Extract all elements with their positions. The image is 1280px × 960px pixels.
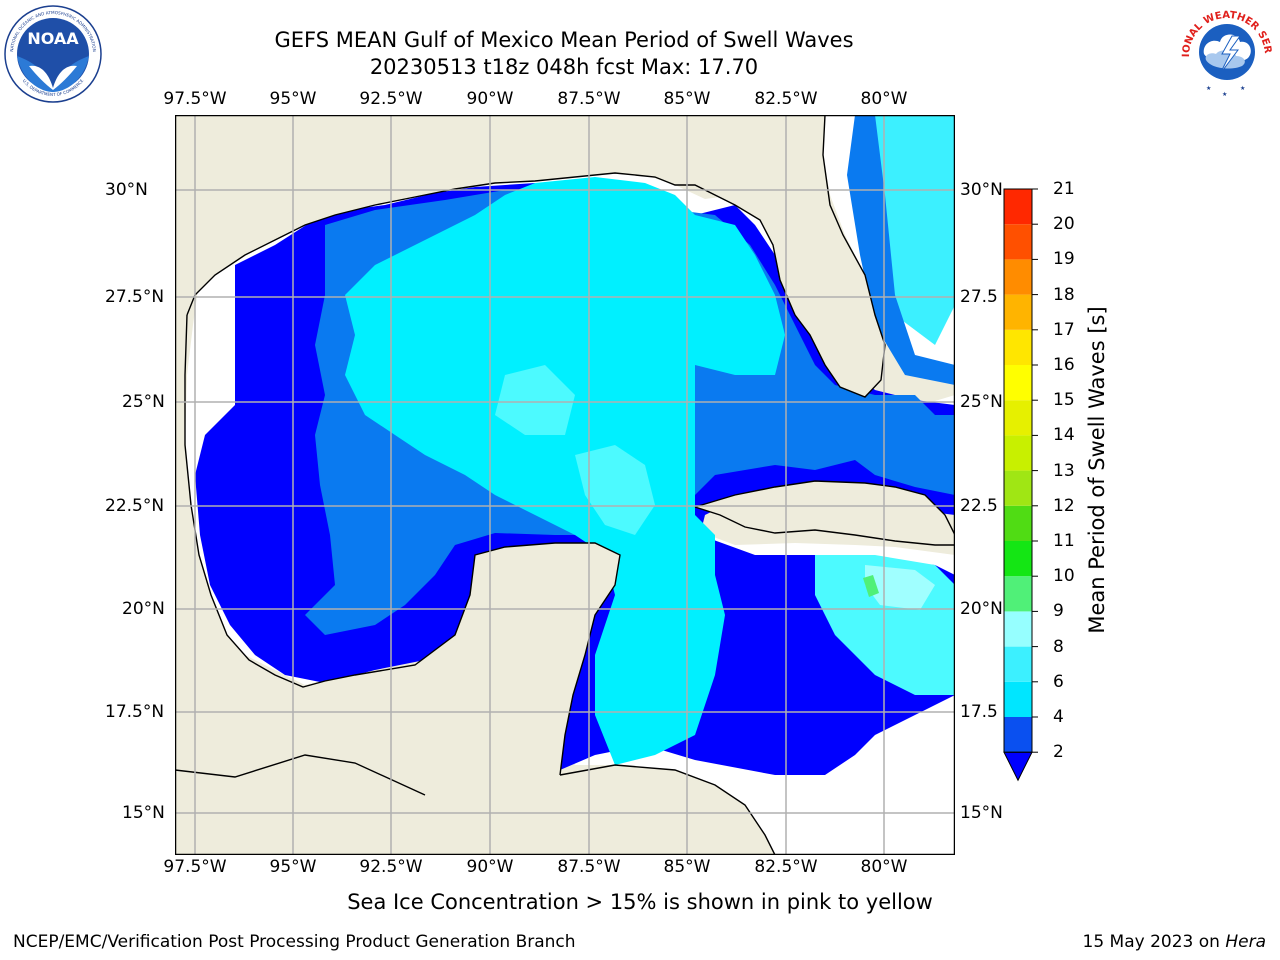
svg-text:★: ★ bbox=[1240, 85, 1245, 92]
lon-tick-bottom: 85°W bbox=[663, 857, 711, 877]
lon-tick-top: 92.5°W bbox=[359, 89, 423, 109]
colorbar-segment bbox=[1004, 576, 1032, 612]
lat-tick-left: 15°N bbox=[122, 803, 165, 823]
colorbar-tick-label: 2 bbox=[1053, 742, 1064, 763]
map-panel bbox=[174, 114, 956, 859]
footer-host: Hera bbox=[1225, 932, 1266, 952]
svg-text:★: ★ bbox=[1206, 85, 1211, 92]
colorbar-segment bbox=[1004, 329, 1032, 365]
colorbar-tick-label: 21 bbox=[1053, 179, 1075, 199]
lon-tick-top: 82.5°W bbox=[754, 89, 818, 109]
yucatan-land bbox=[175, 543, 620, 855]
colorbar-segment bbox=[1004, 365, 1032, 401]
colorbar-tick-label: 9 bbox=[1053, 601, 1064, 622]
lon-tick-top: 87.5°W bbox=[557, 89, 621, 109]
colorbar-segment bbox=[1004, 646, 1032, 682]
colorbar-under-arrow bbox=[1003, 751, 1033, 782]
colorbar-tick-label: 10 bbox=[1053, 566, 1075, 587]
noaa-logo-text: NOAA bbox=[27, 29, 79, 48]
nws-logo: NATIONAL WEATHER SERVICE ★ ★ ★ bbox=[1172, 0, 1278, 106]
lat-tick-left: 20°N bbox=[122, 599, 165, 619]
florida-land bbox=[175, 115, 885, 397]
chart-title: GEFS MEAN Gulf of Mexico Mean Period of … bbox=[274, 28, 854, 52]
coastline-central-america bbox=[174, 754, 776, 856]
lon-tick-bottom: 97.5°W bbox=[163, 857, 227, 877]
field-c4-6 bbox=[345, 177, 785, 765]
colorbar-tick-label: 14 bbox=[1053, 425, 1075, 446]
colorbar-segment bbox=[1004, 541, 1032, 577]
colorbar bbox=[1000, 185, 1040, 789]
lon-tick-top: 97.5°W bbox=[163, 89, 227, 109]
colorbar-segment bbox=[1004, 505, 1032, 541]
colorbar-title: Mean Period of Swell Waves [s] bbox=[1085, 306, 1109, 634]
footer-date: 15 May 2023 on Hera bbox=[1082, 932, 1267, 952]
coastline-cuba bbox=[694, 480, 956, 546]
colorbar-tick-label: 11 bbox=[1053, 531, 1075, 551]
colorbar-segment bbox=[1004, 611, 1032, 647]
map-svg bbox=[174, 114, 956, 856]
gridlines bbox=[175, 115, 955, 855]
coastline-mexico bbox=[184, 314, 621, 776]
lon-tick-bottom: 80°W bbox=[860, 857, 908, 877]
colorbar-tick-label: 18 bbox=[1053, 284, 1075, 305]
lon-tick-bottom: 92.5°W bbox=[359, 857, 423, 877]
lon-tick-top: 95°W bbox=[269, 89, 317, 109]
lat-tick-right: 15°N bbox=[960, 803, 1003, 823]
lat-tick-left: 27.5°N bbox=[105, 287, 165, 307]
lat-tick-right: 30°N bbox=[960, 180, 1003, 200]
colorbar-segment bbox=[1004, 400, 1032, 436]
colorbar-tick-label: 17 bbox=[1053, 319, 1075, 340]
lon-tick-bottom: 82.5°W bbox=[754, 857, 818, 877]
lat-tick-left: 30°N bbox=[105, 180, 148, 200]
sea-ice-note: Sea Ice Concentration > 15% is shown in … bbox=[347, 890, 933, 914]
colorbar-tick-label: 13 bbox=[1053, 460, 1075, 481]
colorbar-segment bbox=[1004, 435, 1032, 471]
lat-tick-right: 20°N bbox=[960, 599, 1003, 619]
cuba-land bbox=[695, 481, 955, 545]
field-c8-9 bbox=[865, 565, 935, 610]
colorbar-segment bbox=[1004, 717, 1032, 753]
colorbar-tick-label: 20 bbox=[1053, 214, 1075, 235]
lon-tick-bottom: 87.5°W bbox=[557, 857, 621, 877]
colorbar-svg bbox=[1003, 188, 1038, 782]
lat-tick-right: 27.5 bbox=[960, 287, 998, 307]
colorbar-tick-label: 4 bbox=[1053, 707, 1064, 727]
lon-tick-top: 85°W bbox=[663, 89, 711, 109]
map-border bbox=[174, 114, 956, 856]
lat-tick-right: 17.5 bbox=[960, 702, 998, 722]
colorbar-tick-label: 12 bbox=[1053, 495, 1075, 516]
field-c9-10 bbox=[863, 575, 879, 597]
lon-tick-bottom: 95°W bbox=[269, 857, 317, 877]
lon-tick-top: 80°W bbox=[860, 89, 908, 109]
colorbar-segment bbox=[1004, 470, 1032, 506]
lat-tick-left: 17.5°N bbox=[105, 702, 165, 722]
colorbar-tick-label: 6 bbox=[1053, 671, 1064, 692]
colorbar-segment bbox=[1004, 681, 1032, 717]
lon-tick-top: 90°W bbox=[466, 89, 514, 109]
colorbar-tick-label: 19 bbox=[1053, 249, 1075, 270]
lat-tick-right: 22.5 bbox=[960, 496, 998, 516]
colorbar-segment bbox=[1004, 189, 1032, 225]
colorbar-tick-label: 8 bbox=[1053, 636, 1064, 657]
lat-tick-right: 25°N bbox=[960, 392, 1003, 412]
coastlines bbox=[174, 114, 956, 856]
colorbar-segment bbox=[1004, 294, 1032, 330]
central-america-land bbox=[555, 765, 775, 855]
colorbar-segment bbox=[1004, 224, 1032, 260]
chart-subtitle: 20230513 t18z 048h fcst Max: 17.70 bbox=[369, 55, 759, 79]
lon-tick-bottom: 90°W bbox=[466, 857, 514, 877]
mexico-land bbox=[175, 315, 303, 775]
field-c6-8 bbox=[495, 365, 575, 435]
colorbar-segment bbox=[1004, 259, 1032, 295]
field-c6-8 bbox=[575, 445, 655, 535]
coastline-gulf bbox=[186, 114, 886, 398]
lat-tick-left: 25°N bbox=[122, 392, 165, 412]
colorbar-tick-label: 16 bbox=[1053, 355, 1075, 375]
svg-text:★: ★ bbox=[1222, 91, 1227, 98]
footer-credit: NCEP/EMC/Verification Post Processing Pr… bbox=[13, 932, 576, 952]
noaa-logo: NOAA NATIONAL OCEANIC AND ATMOSPHERIC AD… bbox=[3, 4, 103, 108]
colorbar-tick-label: 15 bbox=[1053, 390, 1075, 411]
lat-tick-left: 22.5°N bbox=[105, 496, 165, 516]
